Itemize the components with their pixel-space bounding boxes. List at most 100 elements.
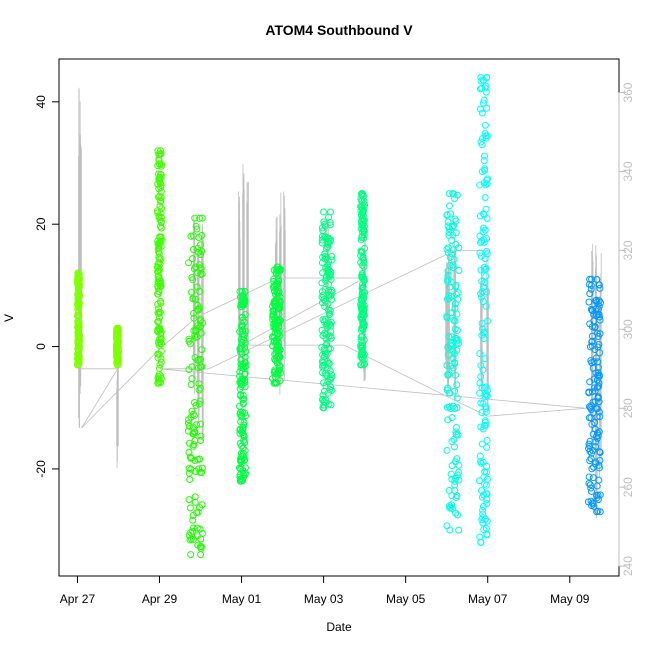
data-point — [74, 336, 82, 344]
data-point — [482, 383, 490, 391]
data-point — [188, 363, 196, 371]
data-point — [452, 424, 460, 432]
data-point — [484, 317, 492, 325]
data-point — [241, 383, 249, 391]
data-point — [594, 507, 602, 515]
data-point — [589, 474, 597, 482]
data-point — [155, 272, 163, 280]
data-point — [593, 329, 601, 337]
data-point — [197, 265, 205, 273]
data-point — [318, 239, 326, 247]
data-point — [241, 369, 249, 377]
data-point — [198, 363, 206, 371]
data-point — [480, 238, 488, 246]
data-point — [480, 236, 488, 244]
data-point — [453, 381, 461, 389]
data-point — [447, 278, 455, 286]
data-point — [596, 456, 604, 464]
data-point — [444, 218, 452, 226]
data-point — [590, 384, 598, 392]
data-point — [481, 166, 489, 174]
data-point — [357, 300, 365, 308]
data-point — [114, 352, 122, 360]
data-point — [155, 314, 163, 322]
data-point — [327, 275, 335, 283]
data-point — [74, 273, 82, 281]
data-point — [323, 261, 331, 269]
data-point — [592, 425, 600, 433]
data-point — [156, 174, 164, 182]
data-point — [445, 231, 453, 239]
data-point — [481, 152, 489, 160]
data-point — [479, 99, 487, 107]
data-point — [587, 455, 595, 463]
data-point — [593, 383, 601, 391]
data-point — [481, 121, 489, 129]
data-point — [448, 414, 456, 422]
data-point — [269, 282, 277, 290]
data-point — [320, 208, 328, 216]
data-point — [273, 325, 281, 333]
data-point — [154, 328, 162, 336]
data-point — [196, 468, 204, 476]
data-point — [444, 384, 452, 392]
data-point — [453, 455, 461, 463]
chart-title: ATOM4 Southbound V — [265, 22, 413, 38]
data-point — [195, 380, 203, 388]
data-point — [154, 379, 162, 387]
data-point — [325, 213, 333, 221]
data-point — [476, 232, 484, 240]
data-point — [478, 331, 486, 339]
data-point — [585, 298, 593, 306]
data-point — [453, 394, 461, 402]
data-point — [238, 313, 246, 321]
data-point — [276, 305, 284, 313]
data-point — [242, 412, 250, 420]
data-point — [443, 361, 451, 369]
data-point — [197, 316, 205, 324]
data-point — [481, 418, 489, 426]
data-point — [451, 481, 459, 489]
data-point — [593, 376, 601, 384]
data-point — [594, 491, 602, 499]
data-point — [326, 376, 334, 384]
data-point — [593, 275, 601, 283]
secondary-tick-label: 280 — [621, 398, 635, 418]
data-point — [154, 375, 162, 383]
data-point — [156, 361, 164, 369]
data-point — [455, 476, 463, 484]
data-point — [358, 296, 366, 304]
data-point — [114, 356, 122, 364]
data-point — [358, 261, 366, 269]
data-point — [482, 302, 490, 310]
data-point — [194, 541, 202, 549]
data-point — [155, 309, 163, 317]
data-point — [592, 438, 600, 446]
data-point — [481, 263, 488, 271]
data-point — [236, 430, 244, 438]
data-point — [189, 246, 197, 254]
data-point — [585, 389, 593, 397]
data-point — [451, 215, 459, 223]
data-point — [585, 414, 593, 422]
data-point — [327, 318, 335, 326]
data-point — [591, 387, 599, 395]
data-point — [595, 408, 603, 416]
data-point — [358, 289, 366, 297]
data-point — [154, 193, 162, 201]
data-point — [318, 326, 326, 334]
data-point — [358, 232, 366, 240]
data-point — [445, 389, 453, 397]
data-point — [452, 371, 460, 379]
data-point — [596, 330, 604, 338]
data-point — [480, 179, 488, 187]
data-point — [191, 498, 199, 506]
data-point — [478, 320, 486, 328]
data-point — [236, 392, 244, 400]
data-point — [445, 370, 453, 378]
data-point — [239, 449, 247, 457]
x-tick-label: May 01 — [222, 592, 262, 606]
data-point — [236, 378, 244, 386]
data-point — [189, 294, 197, 302]
data-point — [190, 265, 198, 273]
